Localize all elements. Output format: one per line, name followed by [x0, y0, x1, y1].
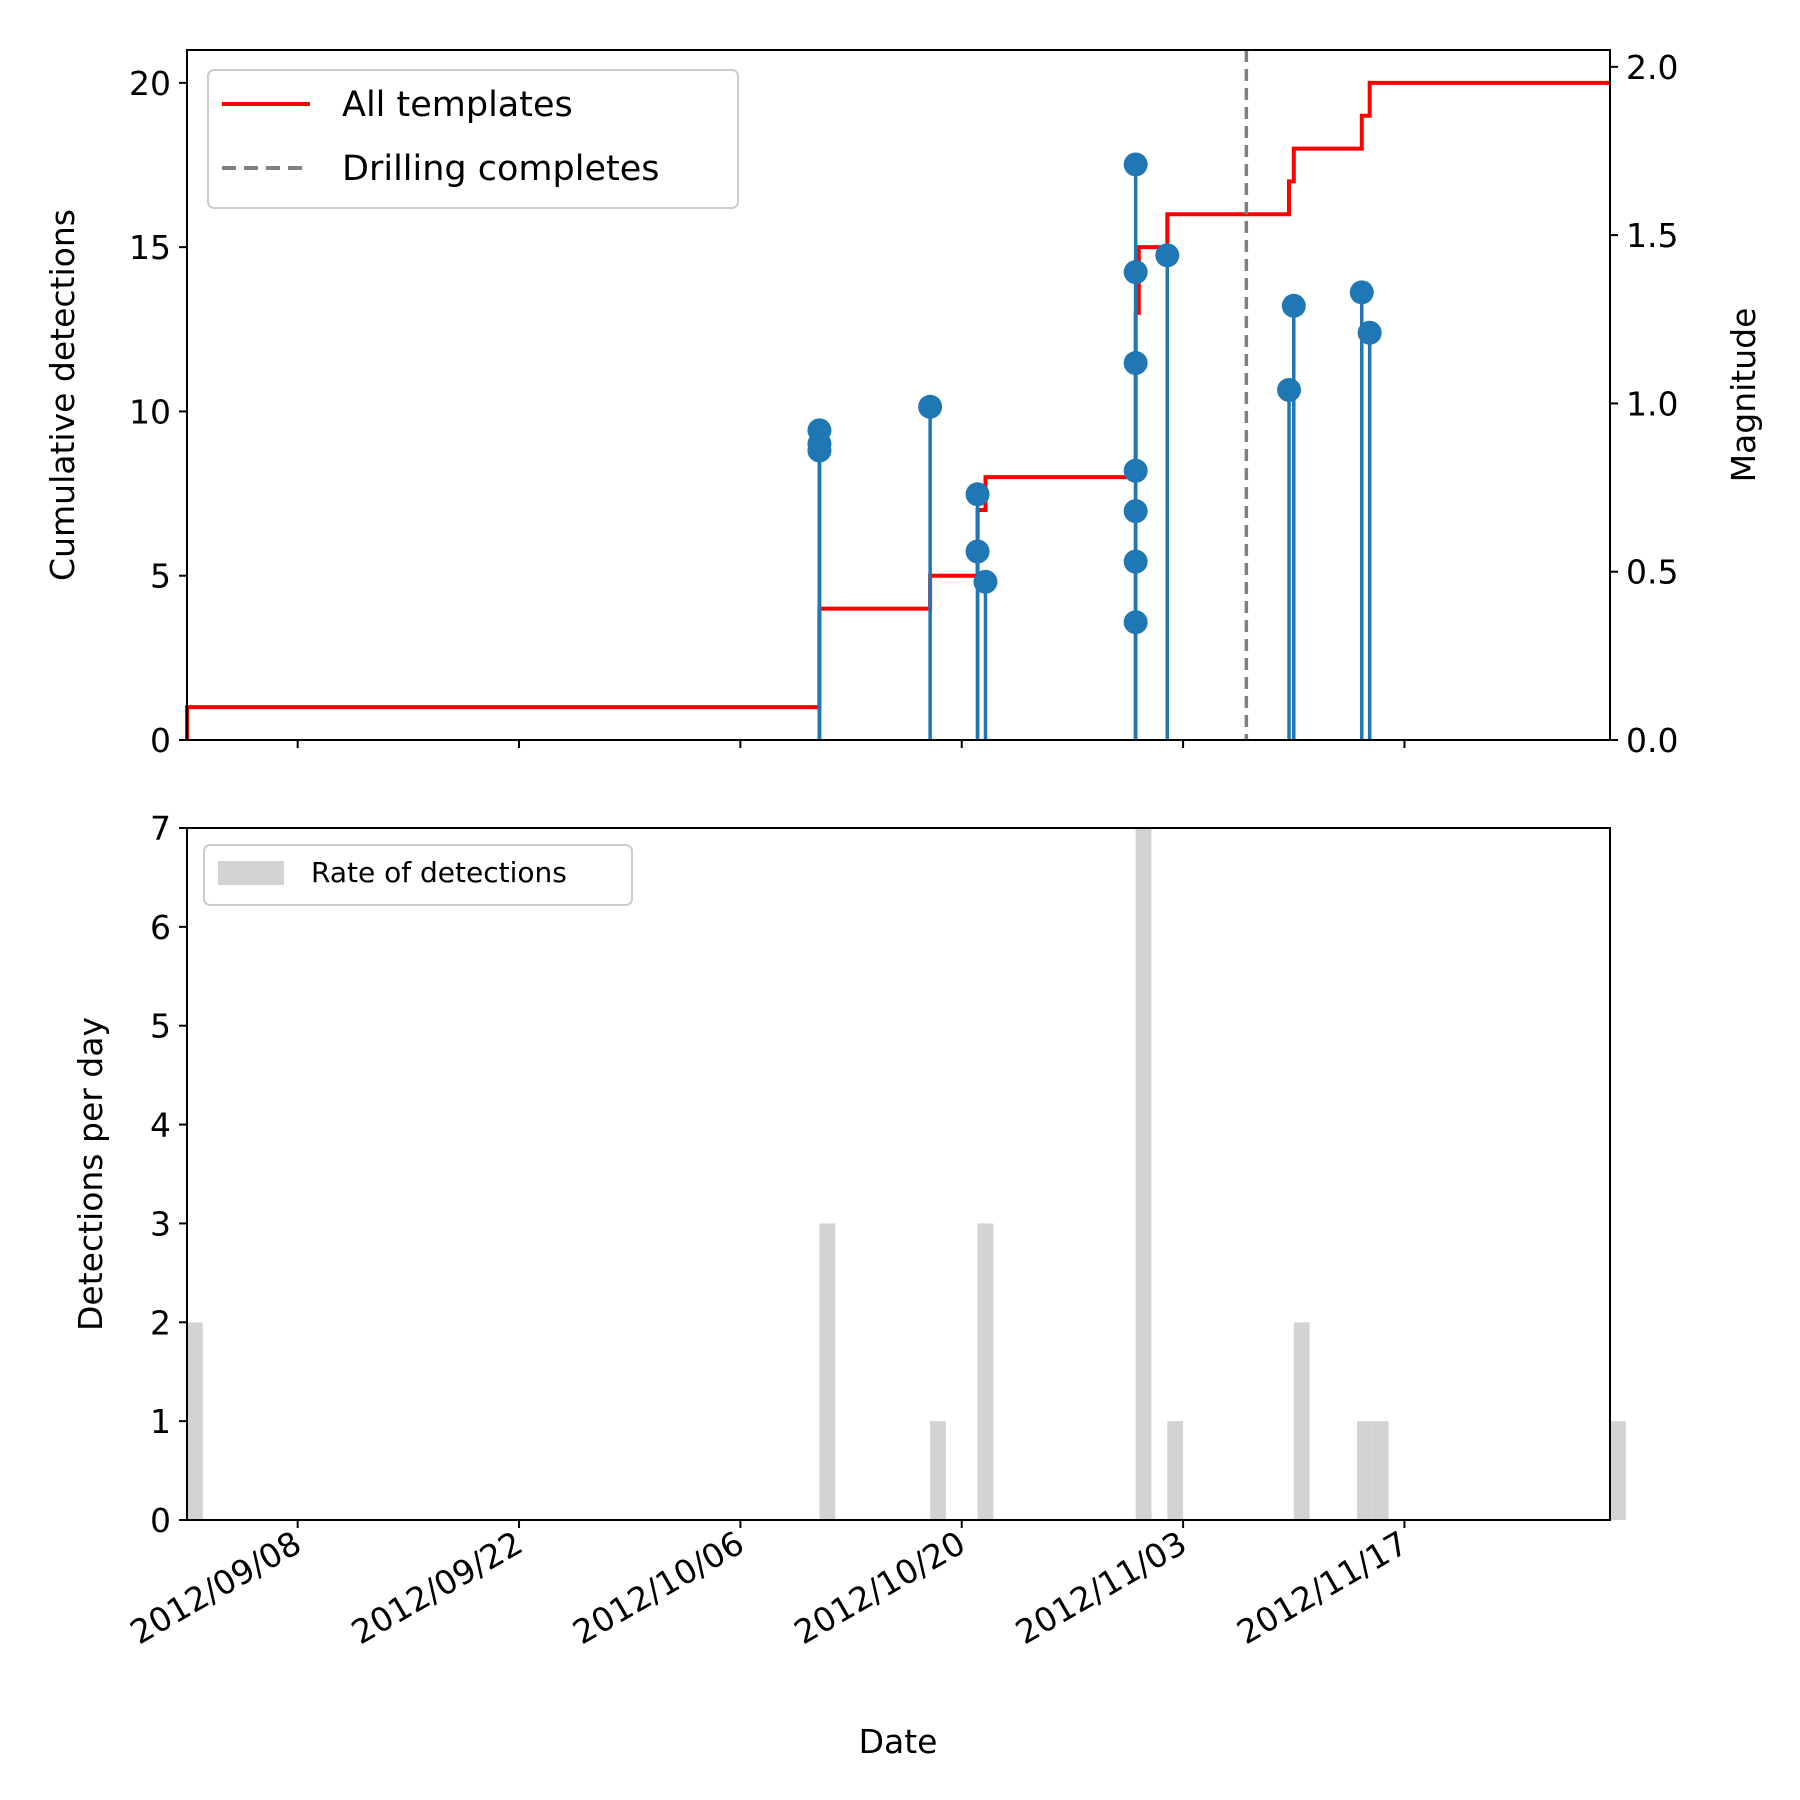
- top-y-tick-label: 10: [129, 392, 171, 431]
- rate-bar: [930, 1421, 946, 1520]
- top-axes-frame: [186, 49, 1611, 741]
- bottom-y-tick-label: 3: [150, 1204, 171, 1243]
- top-right-y-tick-label: 1.5: [1626, 216, 1678, 255]
- bottom-y-axis: 0 1 2 3 4 5 6 7: [150, 809, 187, 1540]
- bottom-y-tick-label: 2: [150, 1303, 171, 1342]
- top-y-tick-label: 0: [150, 721, 171, 760]
- top-right-y-tick-label: 1.0: [1626, 384, 1678, 423]
- magnitude-marker: [1123, 351, 1148, 376]
- bottom-y-tick-label: 6: [150, 908, 171, 947]
- magnitude-marker: [973, 569, 998, 594]
- top-right-y-tick-label: 0.0: [1626, 721, 1678, 760]
- bottom-y-tick-label: 5: [150, 1007, 171, 1046]
- magnitude-marker: [1123, 499, 1148, 524]
- magnitude-marker: [1281, 293, 1306, 318]
- bottom-y-axis-label: Detections per day: [71, 1017, 110, 1331]
- top-y-tick-label: 5: [150, 557, 171, 596]
- magnitude-marker: [1357, 320, 1382, 345]
- magnitude-marker: [1349, 280, 1374, 305]
- bottom-plot-area: [187, 828, 1626, 1520]
- top-panel: 0 5 10 15 20 0.0 0.5 1.0 1.5 2.0 Cumulative dete…: [43, 48, 1763, 760]
- rate-bar: [977, 1223, 994, 1520]
- bottom-y-tick-label: 7: [150, 809, 171, 848]
- top-legend: All templates Drilling completes: [207, 69, 739, 209]
- magnitude-marker: [1123, 549, 1148, 574]
- magnitude-marker: [1155, 243, 1180, 268]
- magnitude-marker: [1123, 260, 1148, 285]
- top-right-y-axis: 0.0 0.5 1.0 1.5 2.0: [1610, 48, 1678, 760]
- magnitude-marker: [965, 539, 990, 564]
- rate-bar: [1357, 1421, 1373, 1520]
- top-y-tick-label: 15: [129, 228, 171, 267]
- rate-bar: [187, 1322, 203, 1520]
- top-x-axis: [296, 740, 1406, 748]
- bottom-y-tick-label: 0: [150, 1501, 171, 1540]
- legend-swatch-rate-of-detections: [218, 861, 284, 885]
- magnitude-marker: [1123, 458, 1148, 483]
- bottom-legend: Rate of detections: [203, 844, 633, 906]
- bottom-axes-frame: [186, 827, 1611, 1521]
- rate-bar: [1610, 1421, 1626, 1520]
- rate-bar: [1293, 1322, 1310, 1520]
- top-right-y-tick-label: 0.5: [1626, 553, 1678, 592]
- legend-label-drilling-completes: Drilling completes: [342, 149, 659, 189]
- bottom-legend-frame: [203, 844, 633, 906]
- bottom-y-tick-label: 4: [150, 1106, 171, 1145]
- rate-bar: [1167, 1421, 1184, 1520]
- top-legend-frame: [207, 69, 739, 209]
- top-right-y-tick-label: 2.0: [1626, 48, 1678, 87]
- legend-label-all-templates: All templates: [342, 85, 573, 125]
- magnitude-marker: [1123, 152, 1148, 177]
- top-y-axis-label: Cumulative detections: [43, 209, 82, 581]
- magnitude-marker: [1123, 610, 1148, 635]
- magnitude-marker: [918, 394, 943, 419]
- top-y-tick-label: 20: [129, 64, 171, 103]
- bottom-x-axis-label: Date: [859, 1722, 938, 1761]
- rate-bar: [1372, 1421, 1389, 1520]
- magnitude-marker: [965, 482, 990, 507]
- magnitude-marker: [1277, 377, 1302, 402]
- rate-bar: [819, 1223, 836, 1520]
- top-right-y-axis-label: Magnitude: [1724, 308, 1763, 483]
- magnitude-marker: [807, 438, 832, 463]
- rate-bar: [1135, 828, 1152, 1520]
- top-y-axis: 0 5 10 15 20: [129, 64, 187, 760]
- legend-label-rate-of-detections: Rate of detections: [311, 856, 567, 889]
- bottom-y-tick-label: 1: [150, 1402, 171, 1441]
